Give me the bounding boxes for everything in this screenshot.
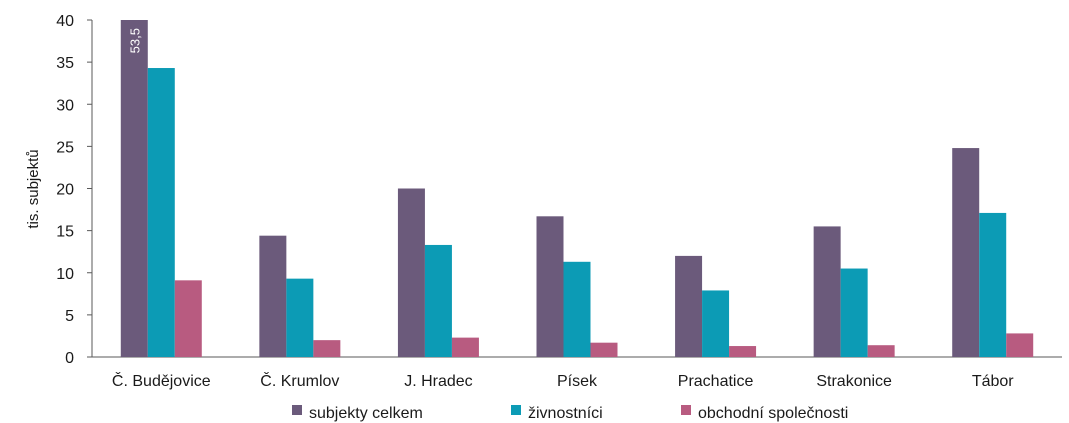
legend-swatch: [681, 405, 691, 415]
category-label: Písek: [557, 373, 598, 390]
category-label: Strakonice: [816, 373, 892, 390]
category-label: Prachatice: [678, 373, 754, 390]
legend-label: subjekty celkem: [309, 405, 423, 422]
bar-subjekty-celkem: [120, 20, 148, 357]
legend-label: obchodní společnosti: [698, 405, 848, 422]
y-tick-label: 35: [56, 55, 74, 72]
category-label: Č. Krumlov: [260, 371, 339, 390]
bar-obchodni-spolecnosti: [590, 342, 618, 357]
bar-obchodni-spolecnosti: [867, 345, 895, 357]
bar-subjekty-celkem: [259, 235, 287, 357]
bar-zivnostnici: [286, 278, 314, 357]
bar-zivnostnici: [702, 290, 730, 357]
bar-obchodni-spolecnosti: [1006, 333, 1034, 357]
y-tick-label: 30: [56, 97, 74, 114]
legend-swatch: [292, 405, 302, 415]
bar-obchodni-spolecnosti: [174, 280, 202, 357]
y-tick-label: 5: [65, 308, 74, 325]
y-axis: 0 5 10 15 20 25 30 35 40 tis. subjektů: [25, 13, 93, 367]
bar-obchodni-spolecnosti: [451, 337, 479, 357]
bar-zivnostnici: [563, 261, 591, 357]
category-labels: Č. Budějovice Č. Krumlov J. Hradec Písek Pra…: [112, 371, 1014, 390]
bar-subjekty-celkem: [397, 188, 425, 357]
bar-obchodni-spolecnosti: [313, 340, 341, 357]
data-label: 53,5: [127, 28, 142, 53]
y-tick-label: 10: [56, 266, 74, 283]
bar-zivnostnici: [147, 68, 175, 358]
bar-zivnostnici: [979, 212, 1007, 357]
bars: [120, 20, 1034, 358]
bar-subjekty-celkem: [813, 226, 841, 357]
bar-zivnostnici: [840, 268, 868, 357]
legend-swatch: [511, 405, 521, 415]
y-tick-label: 15: [56, 224, 74, 241]
y-tick-labels: 0 5 10 15 20 25 30 35 40: [56, 13, 92, 367]
y-tick-label: 20: [56, 182, 74, 199]
y-axis-label: tis. subjektů: [25, 149, 42, 228]
category-label: J. Hradec: [404, 373, 472, 390]
bar-obchodni-spolecnosti: [729, 346, 757, 357]
y-tick-label: 40: [56, 13, 74, 30]
bar-zivnostnici: [424, 244, 452, 357]
legend-label: živnostníci: [528, 405, 603, 422]
y-tick-label: 25: [56, 139, 74, 156]
data-labels: 53,5: [127, 28, 142, 53]
bar-subjekty-celkem: [675, 255, 703, 357]
category-label: Č. Budějovice: [112, 371, 211, 390]
category-label: Tábor: [972, 373, 1014, 390]
y-tick-label: 0: [65, 350, 74, 367]
bar-subjekty-celkem: [536, 216, 564, 357]
bar-subjekty-celkem: [952, 148, 980, 357]
legend: subjekty celkem živnostníci obchodní spole…: [292, 405, 848, 422]
